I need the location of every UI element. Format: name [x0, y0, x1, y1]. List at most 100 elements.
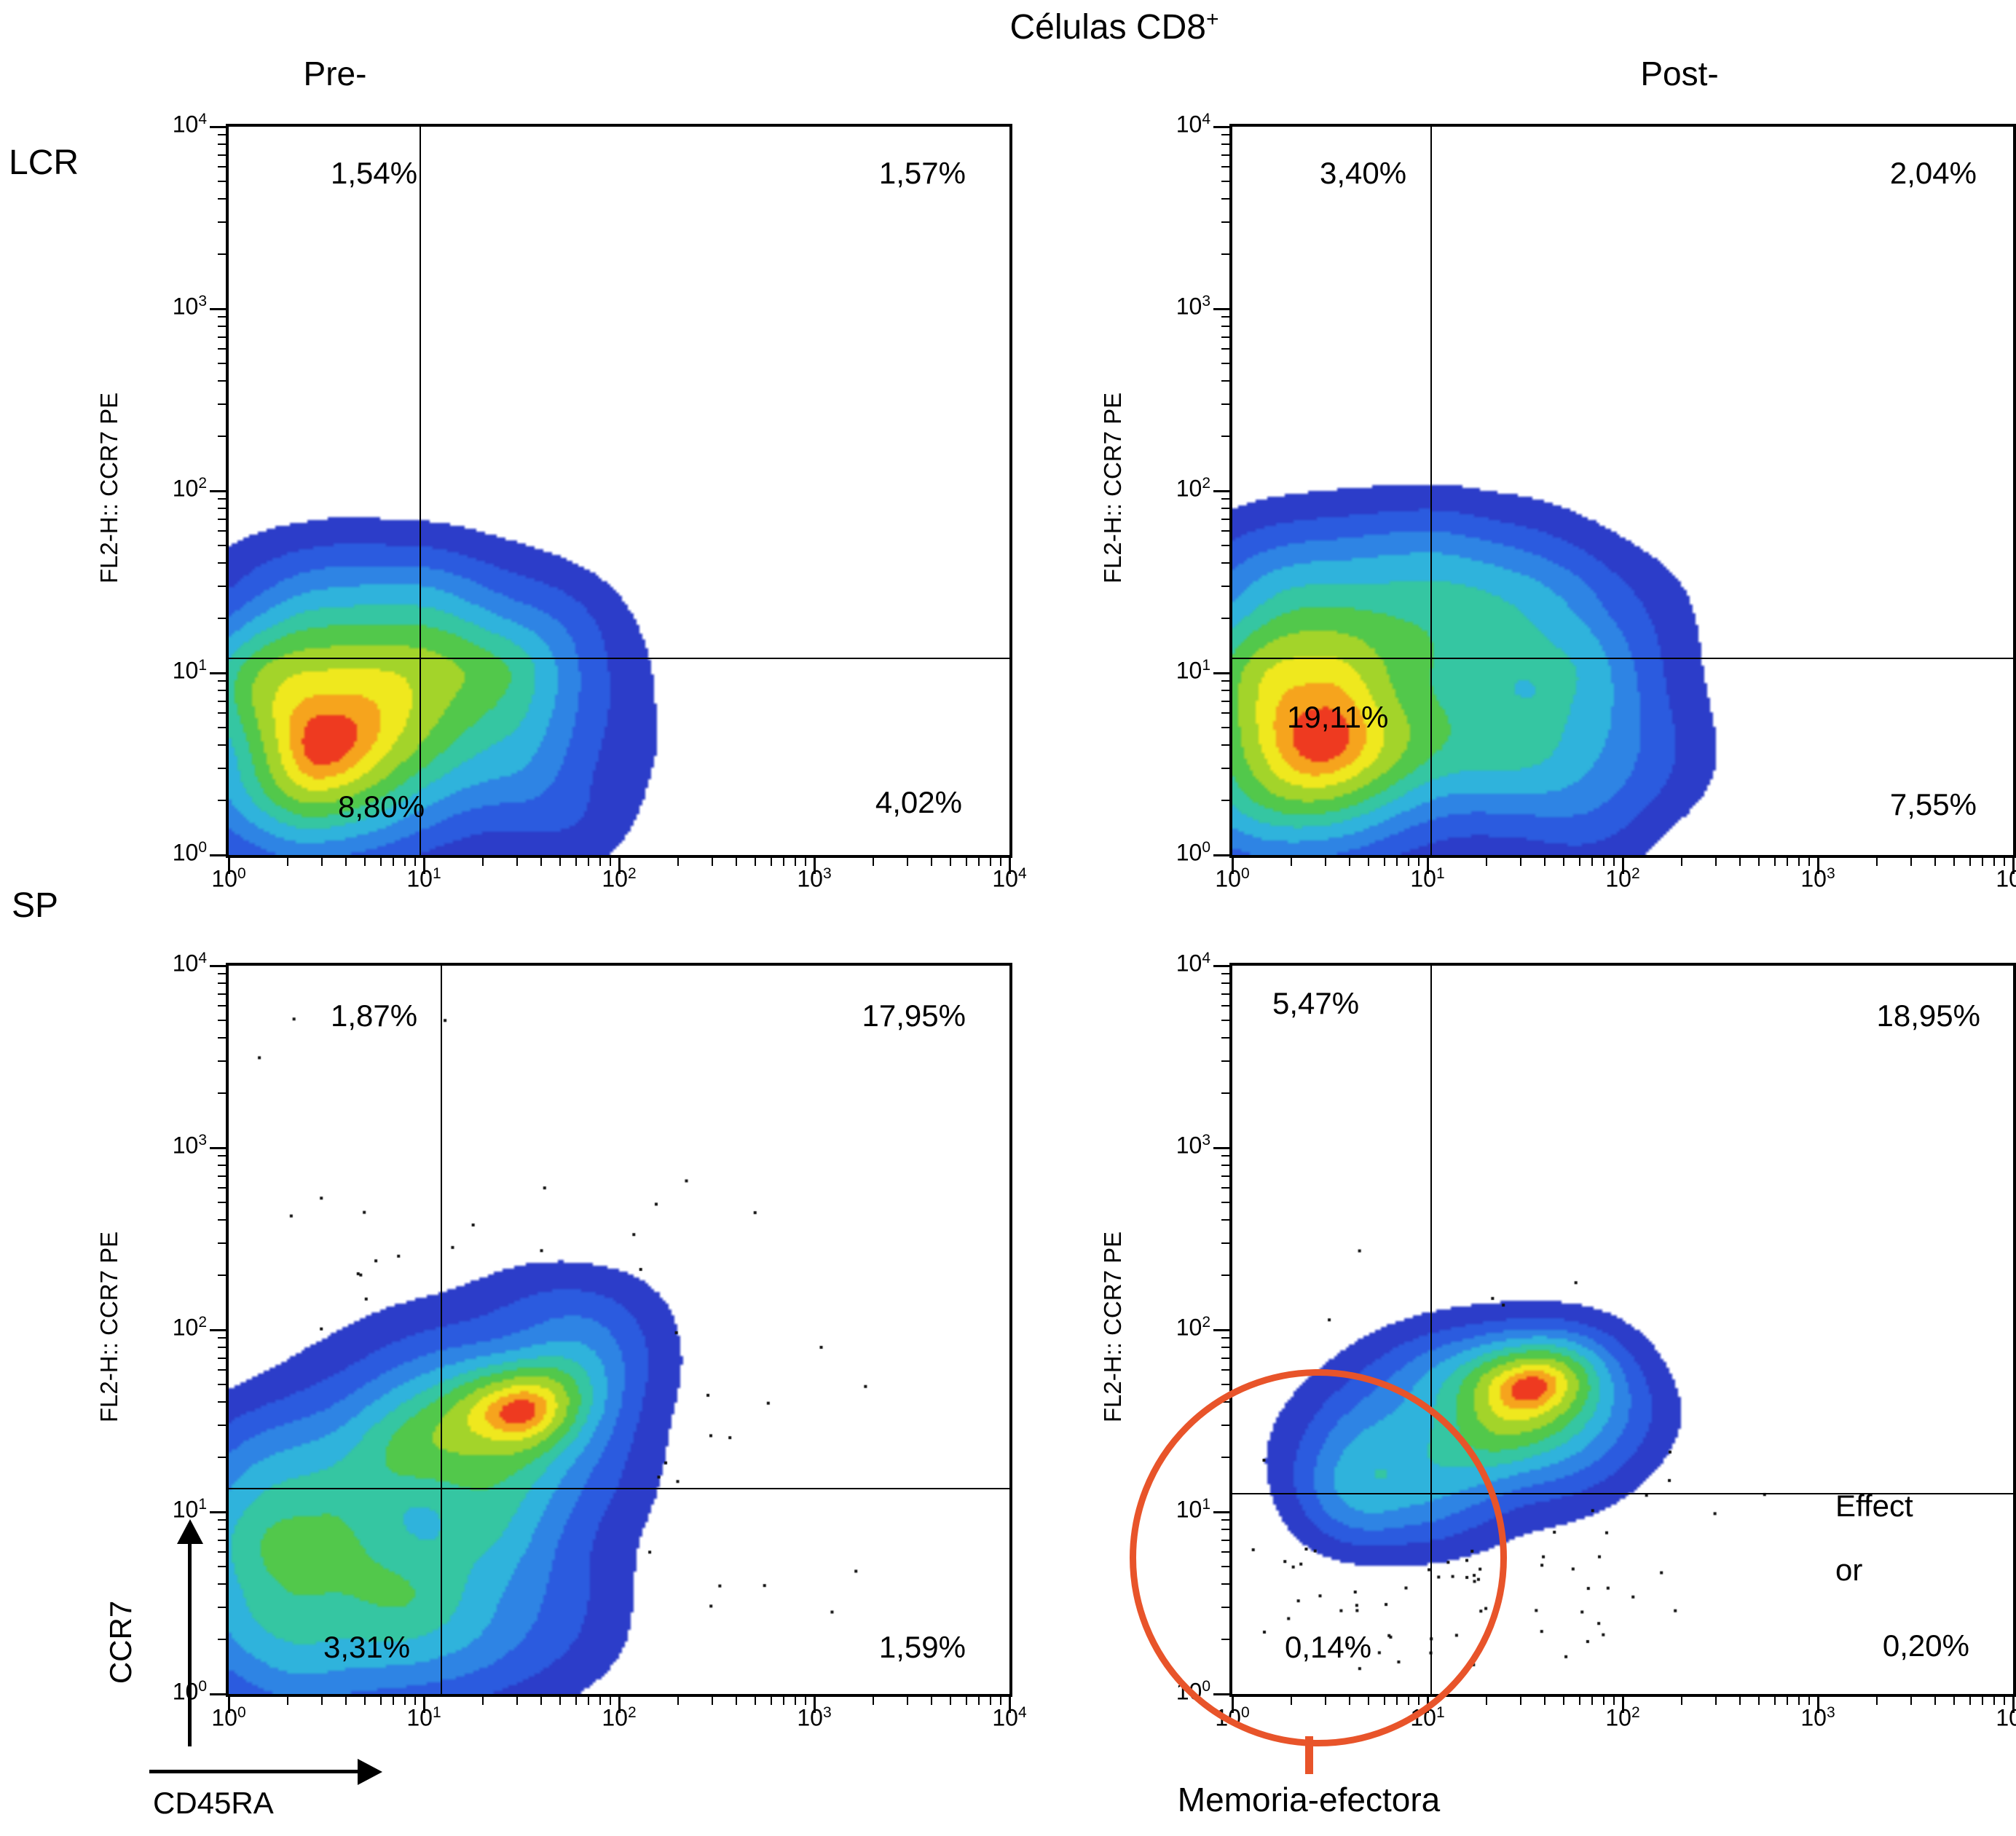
gate-line-horizontal [1232, 658, 2013, 659]
x-axis-minor-tick [516, 1697, 518, 1705]
y-axis-minor-tick [1221, 143, 1229, 146]
x-axis-minor-tick [414, 858, 416, 866]
y-axis-minor-tick [1221, 198, 1229, 200]
x-axis-minor-tick [999, 858, 1001, 866]
y-axis-minor-tick [1221, 767, 1229, 769]
y-axis-minor-tick [218, 143, 226, 146]
y-axis-tick-label: 102 [1176, 475, 1210, 502]
y-axis-minor-tick [1221, 562, 1229, 564]
x-axis-minor-tick [1808, 1697, 1810, 1705]
memoria-efectora-pointer [1305, 1736, 1313, 1774]
x-axis-tick-label: 103 [1800, 865, 1835, 892]
x-axis-minor-tick [1613, 858, 1615, 866]
x-axis-minor-tick [481, 1697, 484, 1705]
y-axis-minor-tick [218, 1456, 226, 1458]
x-axis-minor-tick [804, 1697, 806, 1705]
x-axis-minor-tick [320, 1697, 323, 1705]
x-axis-minor-tick [1578, 858, 1580, 866]
x-axis-major-tick [227, 1697, 230, 1713]
gate-line-horizontal [229, 1487, 1009, 1489]
y-axis-minor-tick [218, 680, 226, 682]
y-axis-minor-tick [218, 348, 226, 350]
y-axis-major-tick [210, 1693, 226, 1695]
gate-line-vertical [441, 966, 443, 1694]
ccr7-axis-arrow [188, 1543, 192, 1746]
x-axis-minor-tick [1591, 858, 1594, 866]
y-axis-minor-tick [1221, 1092, 1229, 1094]
y-axis-minor-tick [1221, 799, 1229, 801]
x-axis-minor-tick [404, 1697, 406, 1705]
y-axis-minor-tick [218, 1274, 226, 1276]
y-axis-tick-label: 103 [172, 293, 207, 320]
x-axis-minor-tick [677, 1697, 679, 1705]
x-axis-tick-label: 102 [1605, 1704, 1640, 1731]
y-axis-tick-label: 104 [1176, 950, 1210, 977]
y-axis-major-tick [210, 1146, 226, 1149]
y-axis-minor-tick [1221, 1187, 1229, 1189]
x-axis-minor-tick [1324, 858, 1326, 866]
y-axis-minor-tick [218, 221, 226, 223]
x-axis-minor-tick [379, 858, 382, 866]
y-axis-minor-tick [1221, 530, 1229, 532]
y-axis-minor-tick [218, 166, 226, 168]
y-axis-major-tick [1213, 307, 1229, 310]
figure-title-text: Células CD8 [1009, 8, 1206, 47]
x-axis-minor-tick [1485, 858, 1487, 866]
y-axis-minor-tick [1221, 403, 1229, 405]
x-axis-minor-tick [1383, 858, 1385, 866]
x-axis-minor-tick [1396, 858, 1398, 866]
y-axis-minor-tick [218, 1638, 226, 1640]
figure-title-superscript: + [1205, 7, 1219, 31]
x-axis-minor-tick [1739, 858, 1741, 866]
x-axis-tick-label: 101 [406, 1704, 441, 1731]
y-axis-minor-tick [1221, 1242, 1229, 1244]
x-axis-tick-label: 100 [1215, 865, 1250, 892]
x-axis-minor-tick [286, 858, 288, 866]
y-axis-major-tick [210, 671, 226, 674]
x-axis-minor-tick [804, 858, 806, 866]
y-axis-minor-tick [1221, 221, 1229, 223]
x-axis-minor-tick [1290, 858, 1292, 866]
x-axis-minor-tick [1993, 858, 1996, 866]
y-axis-minor-tick [1221, 1005, 1229, 1007]
x-axis-minor-tick [755, 858, 757, 866]
x-axis-major-tick [1008, 1697, 1011, 1713]
x-axis-minor-tick [1910, 858, 1912, 866]
x-axis-major-tick [1426, 858, 1429, 874]
density-canvas [229, 127, 1009, 855]
x-axis-tick-label: 102 [1605, 865, 1640, 892]
x-axis-minor-tick [1953, 1697, 1956, 1705]
x-axis-major-tick [813, 858, 816, 874]
x-axis-minor-tick [931, 858, 933, 866]
x-axis-minor-tick [345, 1697, 347, 1705]
y-axis-minor-tick [218, 712, 226, 714]
y-axis-minor-tick [218, 545, 226, 547]
y-axis-minor-tick [218, 403, 226, 405]
x-axis-major-tick [618, 1697, 621, 1713]
y-axis-minor-tick [218, 253, 226, 255]
y-axis-minor-tick [1221, 1384, 1229, 1386]
y-axis-tick-label: 103 [1176, 293, 1210, 320]
y-axis-minor-tick [218, 1020, 226, 1022]
y-axis-minor-tick [1221, 1369, 1229, 1371]
y-axis-minor-tick [1221, 435, 1229, 437]
y-axis-minor-tick [218, 1583, 226, 1585]
y-axis-minor-tick [1221, 181, 1229, 183]
y-axis-tick-label: 104 [172, 950, 207, 977]
x-axis-minor-tick [1368, 858, 1370, 866]
gate-line-horizontal [1232, 1493, 2013, 1494]
x-axis-minor-tick [1787, 1697, 1789, 1705]
y-axis-minor-tick [1221, 348, 1229, 350]
cd45ra-axis-arrowhead-icon [358, 1759, 382, 1785]
x-axis-minor-tick [286, 1697, 288, 1705]
y-axis-minor-tick [1221, 326, 1229, 328]
quadrant-pct-lower-right: 0,20% [1882, 1628, 1969, 1663]
x-axis-minor-tick [609, 1697, 611, 1705]
x-axis-minor-tick [1408, 858, 1410, 866]
y-axis-tick-label: 102 [1176, 1314, 1210, 1341]
y-axis-tick-label: 103 [172, 1132, 207, 1159]
row-label-sp: SP [12, 886, 59, 925]
x-axis-minor-tick [1808, 858, 1810, 866]
y-axis-minor-tick [1221, 1337, 1229, 1339]
